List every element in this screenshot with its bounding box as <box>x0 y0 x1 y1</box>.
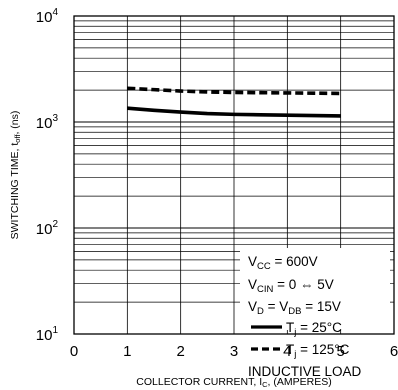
y-tick-exponent: 2 <box>52 219 58 230</box>
legend-vcin: VCIN = 0 ⇔ 5V <box>248 277 334 295</box>
legend: VCC = 600V VCIN = 0 ⇔ 5V VD = VDB = 15V … <box>240 248 390 379</box>
y-tick-label: 103 <box>36 113 59 132</box>
legend-entry-125c: Tj = 125°C <box>286 342 350 360</box>
x-tick-label: 6 <box>390 343 398 360</box>
x-tick-label: 1 <box>123 343 131 360</box>
x-axis-title: COLLECTOR CURRENT, IC, (AMPERES) <box>136 376 331 389</box>
legend-vcc: VCC = 600V <box>248 254 318 272</box>
x-tick-label: 0 <box>70 343 78 360</box>
x-tick-label: 2 <box>176 343 184 360</box>
y-tick-label: 104 <box>36 7 59 26</box>
x-tick-labels: 0 1 2 3 4 5 6 <box>70 343 398 360</box>
y-tick-exponent: 3 <box>52 113 58 124</box>
y-tick-label: 102 <box>36 219 59 238</box>
grid <box>74 16 394 334</box>
y-tick-labels: 101 102 103 104 <box>36 7 59 344</box>
y-axis-title: SWITCHING TIME, toff, (ns) <box>9 111 22 240</box>
x-tick-label: 4 <box>283 343 291 360</box>
plot-frame <box>73 15 395 335</box>
legend-entry-25c: Tj = 25°C <box>286 320 342 338</box>
y-tick-exponent: 4 <box>52 7 58 18</box>
series-line-25c <box>127 106 341 118</box>
series-layer <box>127 86 341 118</box>
y-tick-exponent: 1 <box>52 325 58 336</box>
legend-vd: VD = VDB = 15V <box>248 299 341 317</box>
x-tick-label: 5 <box>336 343 344 360</box>
y-tick-label: 101 <box>36 325 59 344</box>
x-tick-label: 3 <box>230 343 238 360</box>
legend-box <box>240 248 390 330</box>
legend-footer: INDUCTIVE LOAD <box>248 364 362 379</box>
